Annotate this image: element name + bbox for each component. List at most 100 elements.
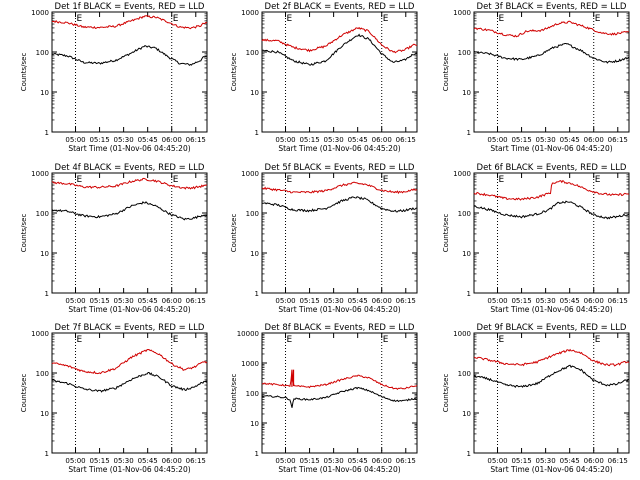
y-tick-label: 1	[45, 129, 49, 137]
x-tick-label: 05:45	[138, 457, 158, 465]
y-tick-label: 1	[255, 450, 259, 458]
y-tick-label: 10	[462, 250, 471, 258]
x-tick-label: 05:00	[65, 297, 85, 305]
x-tick-label: 05:45	[560, 457, 580, 465]
chart-title: Det 4f BLACK = Events, RED = LLD	[55, 163, 205, 173]
x-tick-label: 05:45	[138, 297, 158, 305]
x-tick-label: 05:15	[89, 297, 109, 305]
x-tick-label: 05:15	[299, 297, 319, 305]
y-axis-label: Counts/sec	[20, 374, 28, 413]
y-tick-label: 1	[255, 129, 259, 137]
y-tick-label: 10	[40, 250, 49, 258]
x-tick-label: 05:00	[65, 136, 85, 144]
event-marker-label: E	[595, 14, 601, 24]
y-tick-label: 100	[36, 370, 49, 378]
x-tick-label: 06:15	[396, 297, 416, 305]
x-tick-label: 05:00	[275, 136, 295, 144]
y-axis-label: Counts/sec	[20, 214, 28, 253]
x-tick-label: 06:00	[372, 136, 392, 144]
x-tick-label: 06:15	[396, 457, 416, 465]
series-line-1	[51, 15, 208, 30]
series-line-0	[51, 45, 208, 66]
y-tick-label: 10000	[237, 330, 259, 338]
y-axis-label: Counts/sec	[230, 374, 238, 413]
event-marker-label: E	[173, 175, 179, 185]
x-tick-label: 05:00	[487, 457, 507, 465]
plot-frame	[473, 172, 630, 294]
chart-panel: Det 4f BLACK = Events, RED = LLD Counts/s…	[20, 163, 208, 314]
x-tick-label: 05:15	[511, 136, 531, 144]
chart-panel: Det 1f BLACK = Events, RED = LLD Counts/s…	[20, 2, 208, 153]
x-tick-label: 05:00	[487, 297, 507, 305]
plot-frame	[473, 11, 630, 133]
event-marker-label: E	[499, 14, 505, 24]
y-tick-label: 10	[250, 420, 259, 428]
x-axis-label: Start Time (01-Nov-06 04:45:20)	[490, 465, 612, 474]
series-line-1	[261, 26, 418, 54]
x-tick-label: 05:00	[65, 457, 85, 465]
x-tick-label: 05:15	[511, 457, 531, 465]
x-tick-label: 05:30	[536, 457, 556, 465]
x-tick-label: 05:15	[89, 136, 109, 144]
event-marker-label: E	[499, 175, 505, 185]
series-line-1	[473, 348, 630, 367]
chart-panel: Det 7f BLACK = Events, RED = LLD Counts/s…	[20, 323, 208, 474]
y-tick-label: 100	[458, 210, 471, 218]
chart-panel: Det 6f BLACK = Events, RED = LLD Counts/s…	[442, 163, 630, 314]
y-tick-label: 10	[462, 410, 471, 418]
x-tick-label: 06:00	[584, 136, 604, 144]
y-tick-label: 10	[462, 89, 471, 97]
y-axis-label: Counts/sec	[442, 53, 450, 92]
x-tick-label: 05:30	[114, 297, 134, 305]
x-tick-label: 05:45	[348, 457, 368, 465]
x-tick-label: 06:15	[396, 136, 416, 144]
y-tick-label: 1000	[453, 170, 471, 178]
x-tick-label: 05:45	[560, 136, 580, 144]
series-line-1	[261, 370, 418, 390]
y-tick-label: 1000	[241, 360, 259, 368]
x-tick-label: 06:15	[186, 136, 206, 144]
event-marker-label: E	[287, 14, 293, 24]
series-line-0	[261, 196, 418, 213]
plot-frame	[51, 332, 208, 454]
y-tick-label: 1000	[31, 9, 49, 17]
y-tick-label: 10	[250, 250, 259, 258]
y-tick-label: 1	[467, 129, 471, 137]
y-tick-label: 1	[45, 450, 49, 458]
x-tick-label: 06:00	[584, 457, 604, 465]
plot-frame	[51, 172, 208, 294]
chart-title: Det 1f BLACK = Events, RED = LLD	[55, 2, 205, 12]
chart-title: Det 2f BLACK = Events, RED = LLD	[265, 2, 415, 12]
y-tick-label: 100	[246, 49, 259, 57]
chart-panel: Det 8f BLACK = Events, RED = LLD Counts/s…	[230, 323, 418, 474]
x-tick-label: 05:30	[536, 136, 556, 144]
y-axis-label: Counts/sec	[442, 374, 450, 413]
y-tick-label: 1000	[31, 330, 49, 338]
series-line-1	[473, 179, 630, 201]
y-tick-label: 10	[250, 89, 259, 97]
x-tick-label: 06:00	[162, 297, 182, 305]
x-tick-label: 06:00	[372, 457, 392, 465]
event-marker-label: E	[173, 335, 179, 345]
series-line-0	[261, 33, 418, 66]
chart-title: Det 9f BLACK = Events, RED = LLD	[477, 323, 627, 333]
x-axis-label: Start Time (01-Nov-06 04:45:20)	[278, 305, 400, 314]
y-tick-label: 1000	[453, 9, 471, 17]
event-marker-label: E	[77, 175, 83, 185]
x-tick-label: 05:30	[114, 457, 134, 465]
y-tick-label: 1	[467, 290, 471, 298]
x-tick-label: 05:30	[114, 136, 134, 144]
x-tick-label: 05:15	[89, 457, 109, 465]
event-marker-label: E	[595, 175, 601, 185]
y-tick-label: 1000	[241, 170, 259, 178]
event-marker-label: E	[287, 335, 293, 345]
event-marker-label: E	[499, 335, 505, 345]
chart-panel: Det 3f BLACK = Events, RED = LLD Counts/s…	[442, 2, 630, 153]
x-tick-label: 06:00	[584, 297, 604, 305]
x-tick-label: 05:15	[511, 297, 531, 305]
y-axis-label: Counts/sec	[230, 214, 238, 253]
x-tick-label: 05:45	[348, 297, 368, 305]
x-tick-label: 05:30	[324, 457, 344, 465]
event-marker-label: E	[383, 14, 389, 24]
y-tick-label: 100	[458, 370, 471, 378]
